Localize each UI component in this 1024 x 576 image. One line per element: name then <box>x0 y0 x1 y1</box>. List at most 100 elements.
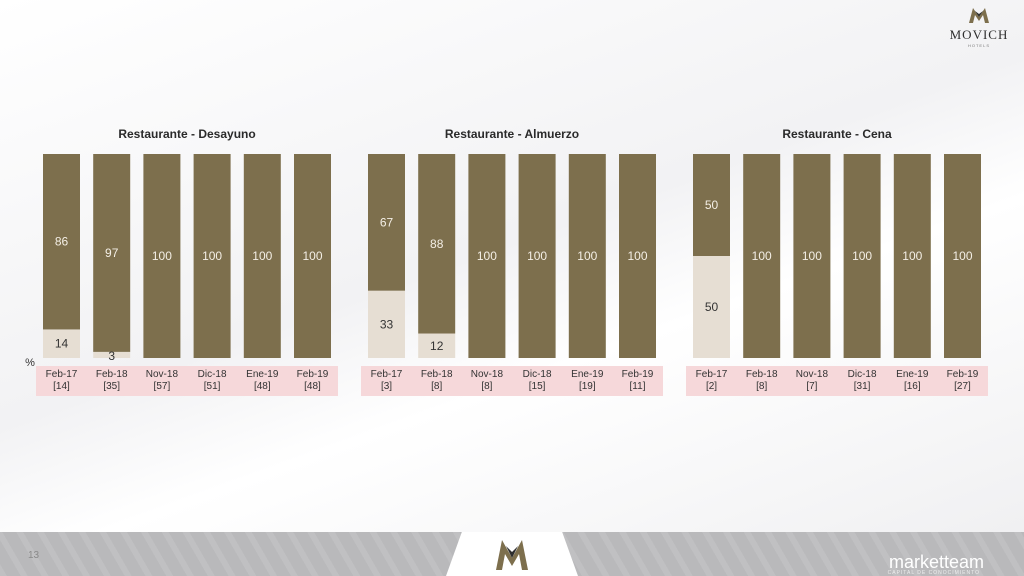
bar-segment-secondary <box>418 333 456 358</box>
brand-name: MOVICH <box>949 27 1009 42</box>
bar-segment-main <box>944 154 981 358</box>
bar-value-label: 14 <box>55 337 69 351</box>
chart-title: Restaurante - Almuerzo <box>445 127 579 141</box>
count-label: [14] <box>53 381 70 392</box>
bar-segment-main <box>843 154 881 358</box>
bar-value-label: 100 <box>302 249 322 263</box>
category-label: Feb-17 <box>46 369 78 380</box>
bar-segment-main <box>43 154 80 330</box>
bar-value-label: 100 <box>477 249 497 263</box>
category-label-band <box>36 366 338 396</box>
count-label: [8] <box>756 381 767 392</box>
category-label: Feb-17 <box>696 369 728 380</box>
bar-value-label: 33 <box>380 317 394 331</box>
category-label: Nov-18 <box>146 369 179 380</box>
category-label: Feb-18 <box>746 369 778 380</box>
count-label: [3] <box>381 381 392 392</box>
count-label: [31] <box>854 381 871 392</box>
category-label: Nov-18 <box>796 369 829 380</box>
count-label: [8] <box>431 381 442 392</box>
bar-segment-main <box>743 154 781 358</box>
category-label: Feb-17 <box>371 369 403 380</box>
category-label: Feb-18 <box>421 369 453 380</box>
bar-value-label: 100 <box>252 249 272 263</box>
category-label: Feb-18 <box>96 369 128 380</box>
bar-value-label: 67 <box>380 215 394 229</box>
count-label: [51] <box>204 381 221 392</box>
chart-title: Restaurante - Desayuno <box>118 127 255 141</box>
bar-value-label: 100 <box>527 249 547 263</box>
bar-value-label: 100 <box>802 249 822 263</box>
bar-value-label: 97 <box>105 246 119 260</box>
bar-segment-secondary <box>93 351 131 358</box>
category-label: Ene-19 <box>571 369 604 380</box>
count-label: [8] <box>481 381 492 392</box>
bar-segment-secondary <box>693 256 730 358</box>
count-label: [11] <box>630 381 646 392</box>
category-label: Dic-18 <box>848 369 877 380</box>
bar-value-label: 86 <box>55 235 69 249</box>
bar-value-label: 50 <box>705 198 719 212</box>
bar-value-label: 3 <box>108 349 115 363</box>
bar-segment-main <box>243 154 281 358</box>
bar-value-label: 100 <box>577 249 597 263</box>
bar-value-label: 12 <box>430 339 444 353</box>
bar-segment-main <box>193 154 231 358</box>
category-label-band <box>361 366 663 396</box>
bar-segment-main <box>518 154 556 358</box>
bar-value-label: 100 <box>202 249 222 263</box>
marketteam-tagline: CAPITAL DE CONOCIMIENTO <box>887 570 980 576</box>
marketteam-brand: marketteam <box>888 552 984 572</box>
bar-value-label: 100 <box>902 249 922 263</box>
category-label: Dic-18 <box>198 369 227 380</box>
brand-sub: HOTELS <box>967 43 990 48</box>
count-label: [48] <box>254 381 271 392</box>
count-label: [16] <box>904 381 921 392</box>
bar-segment-main <box>468 154 506 358</box>
bar-segment-main <box>418 154 456 334</box>
bar-value-label: 100 <box>752 249 772 263</box>
bar-value-label: 88 <box>430 237 444 251</box>
count-label: [35] <box>103 381 120 392</box>
bar-value-label: 100 <box>627 249 647 263</box>
count-label: [19] <box>579 381 596 392</box>
bar-segment-main <box>693 154 730 256</box>
bar-segment-secondary <box>43 329 80 358</box>
footer: 13 marketteam CAPITAL DE CONOCIMIENTO <box>0 532 1024 576</box>
movich-footer-emblem-icon <box>496 540 528 570</box>
category-label: Feb-19 <box>947 369 979 380</box>
footer-logo-panel <box>446 532 578 576</box>
page-number: 13 <box>28 550 40 561</box>
percent-unit-label: % <box>25 357 35 369</box>
count-label: [2] <box>706 381 717 392</box>
bar-segment-main <box>294 154 331 358</box>
category-label-band <box>686 366 988 396</box>
count-label: [57] <box>154 381 171 392</box>
movich-logo: MOVICH HOTELS <box>944 6 1014 48</box>
count-label: [7] <box>806 381 817 392</box>
bar-segment-main <box>793 154 831 358</box>
count-label: [48] <box>304 381 321 392</box>
bar-segment-main <box>619 154 656 358</box>
bar-value-label: 100 <box>152 249 172 263</box>
category-label: Feb-19 <box>297 369 329 380</box>
bar-segment-main <box>143 154 181 358</box>
bar-value-label: 50 <box>705 300 719 314</box>
count-label: [27] <box>954 381 971 392</box>
bar-segment-main <box>893 154 931 358</box>
bar-segment-main <box>368 154 405 291</box>
bar-value-label: 100 <box>952 249 972 263</box>
bar-segment-secondary <box>368 290 405 358</box>
category-label: Ene-19 <box>896 369 929 380</box>
bar-segment-main <box>568 154 606 358</box>
count-label: [15] <box>529 381 546 392</box>
bar-segment-main <box>93 154 131 352</box>
category-label: Feb-19 <box>622 369 654 380</box>
bar-value-label: 100 <box>852 249 872 263</box>
category-label: Dic-18 <box>523 369 552 380</box>
category-label: Nov-18 <box>471 369 504 380</box>
chart-title: Restaurante - Cena <box>782 127 892 141</box>
movich-emblem-icon <box>969 8 989 23</box>
category-label: Ene-19 <box>246 369 279 380</box>
